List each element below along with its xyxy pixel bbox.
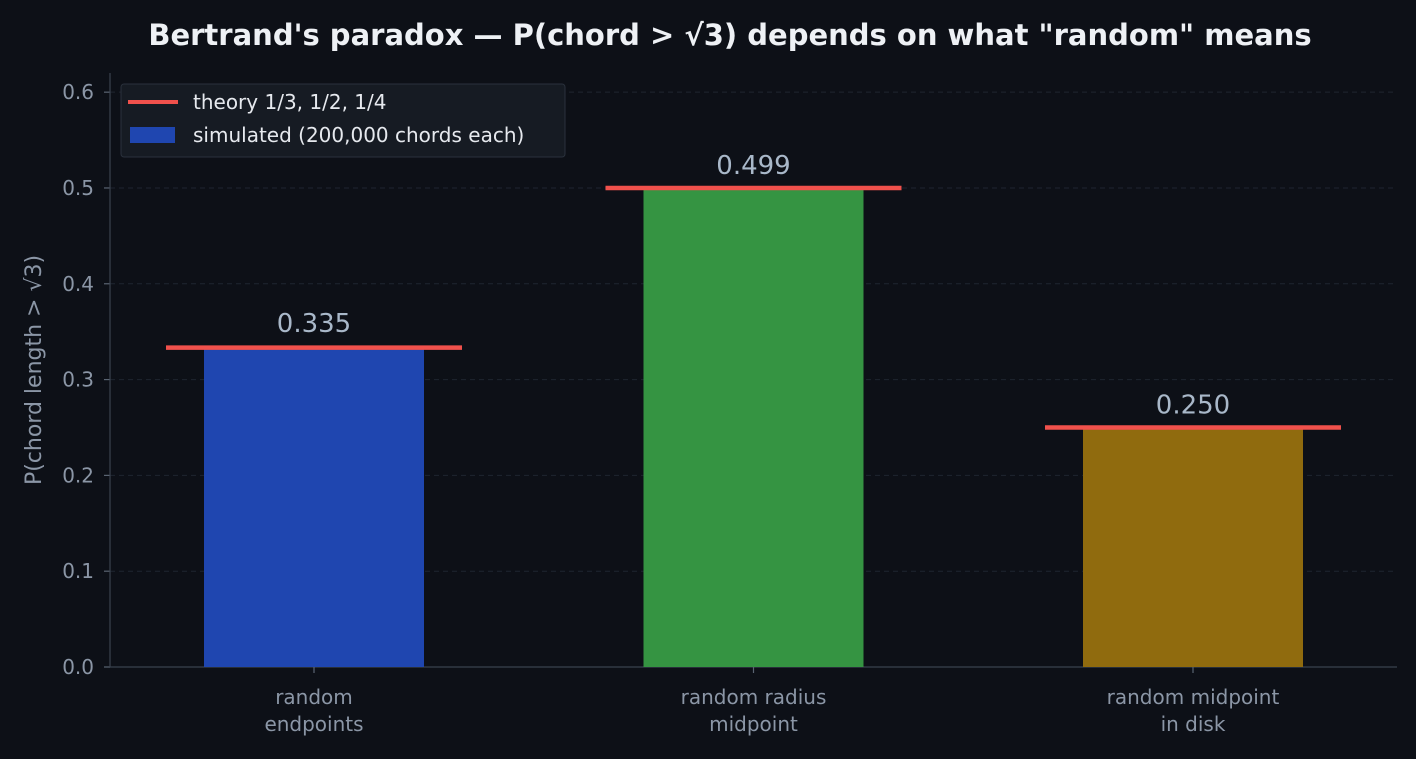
legend-box xyxy=(120,83,566,158)
data-label: 0.335 xyxy=(277,309,351,339)
y-tick-label: 0.3 xyxy=(62,368,94,392)
legend: theory 1/3, 1/2, 1/4 simulated (200,000 … xyxy=(120,83,566,158)
bar xyxy=(204,346,424,667)
x-tick-label: random radius midpoint xyxy=(681,685,827,736)
y-tick-label: 0.2 xyxy=(62,463,94,487)
x-tick-label: random endpoints xyxy=(264,685,363,736)
bar xyxy=(1083,427,1303,667)
legend-simulated-swatch xyxy=(130,127,175,143)
legend-theory-label: theory 1/3, 1/2, 1/4 xyxy=(193,90,386,114)
y-axis-label: P(chord length > √3) xyxy=(22,255,47,485)
y-tick-label: 0.5 xyxy=(62,176,94,200)
x-tick-labels: random endpoints random radius midpoint rand… xyxy=(264,685,1279,736)
y-tick-label: 0.0 xyxy=(62,655,94,679)
theory-lines xyxy=(166,185,1341,430)
y-tick-label: 0.6 xyxy=(62,80,94,104)
y-tick-label: 0.1 xyxy=(62,559,94,583)
legend-simulated-label: simulated (200,000 chords each) xyxy=(193,123,524,147)
y-tick-labels: 0.0 0.1 0.2 0.3 0.4 0.5 0.6 xyxy=(62,80,94,679)
x-tick-label: random midpoint in disk xyxy=(1107,685,1280,736)
bars xyxy=(204,188,1303,667)
chart-title: Bertrand's paradox — P(chord > √3) depen… xyxy=(148,18,1311,52)
bar xyxy=(643,188,864,667)
data-label: 0.499 xyxy=(716,151,790,181)
y-tick-label: 0.4 xyxy=(62,272,94,296)
data-labels: 0.335 0.499 0.250 xyxy=(277,151,1230,421)
data-label: 0.250 xyxy=(1156,390,1230,420)
